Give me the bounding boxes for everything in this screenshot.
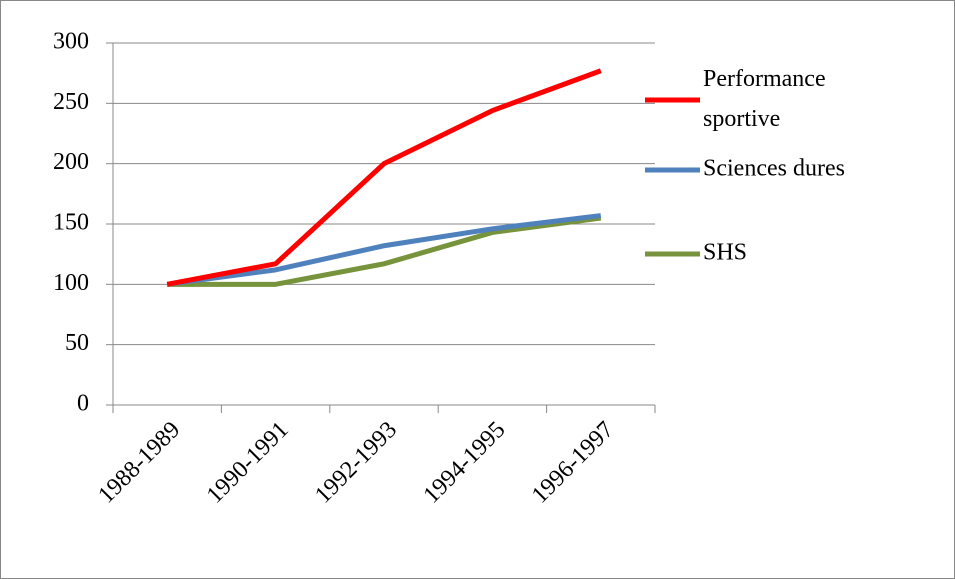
legend-label: Performance sportive [703,66,832,132]
y-tick-label: 300 [53,29,89,55]
legend-label: SHS [703,240,747,266]
y-tick-label: 0 [77,391,89,417]
y-tick-label: 250 [53,89,89,115]
series-line [167,215,602,287]
y-tick-label: 100 [53,270,89,296]
legend-label-line: Performance [703,66,832,92]
series-line [166,68,602,287]
legend-label-line: sportive [703,106,780,132]
y-tick-label: 200 [53,149,89,175]
y-tick-label: 150 [53,210,89,236]
y-tick-label: 50 [65,330,89,356]
series-line [166,213,602,287]
legend-label: Sciences dures [703,156,845,182]
